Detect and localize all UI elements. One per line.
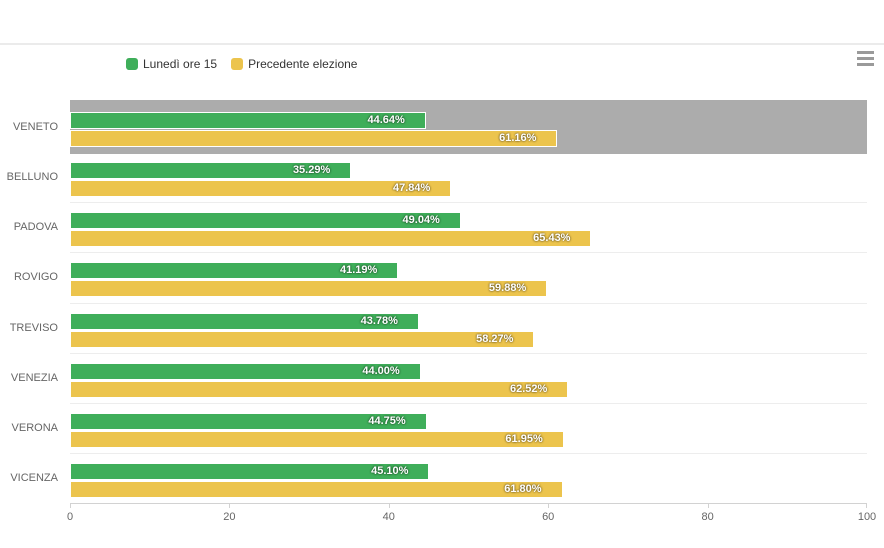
legend-item-lunedi[interactable]: Lunedì ore 15 (126, 57, 217, 71)
bar-lunedi-rovigo[interactable]: 41.19% (70, 262, 399, 280)
x-axis-tick-label: 80 (701, 511, 714, 523)
bar-precedente-treviso[interactable]: 58.27% (70, 330, 535, 348)
row-separator (70, 402, 867, 404)
x-axis-tick (388, 503, 390, 508)
bar-lunedi-vicenza[interactable]: 45.10% (70, 462, 430, 480)
bar-precedente-belluno[interactable]: 47.84% (70, 180, 452, 198)
bar-value-label: 61.80% (504, 482, 542, 495)
x-axis-tick-label: 100 (857, 511, 877, 523)
bar-precedente-rovigo[interactable]: 59.88% (70, 280, 548, 298)
bar-lunedi-veneto[interactable]: 44.64% (70, 112, 426, 129)
legend-swatch-green-icon (126, 58, 138, 70)
bar-value-label: 44.64% (367, 114, 405, 126)
x-axis-tick (70, 503, 71, 508)
category-axis-labels: VENETO BELLUNO PADOVA ROVIGO TREVISO VENEZIA V… (0, 102, 60, 503)
x-axis-tick (229, 503, 231, 508)
row-separator (70, 352, 867, 354)
bar-lunedi-belluno[interactable]: 35.29% (70, 162, 352, 180)
bar-value-label: 49.04% (402, 214, 440, 227)
row-separator (70, 252, 867, 254)
bar-precedente-padova[interactable]: 65.43% (70, 230, 592, 248)
hamburger-menu-icon[interactable] (856, 50, 876, 67)
row-separator (70, 302, 867, 304)
category-label: VENEZIA (10, 371, 58, 384)
category-label: VICENZA (10, 471, 58, 484)
legend-label-precedente: Precedente elezione (248, 57, 358, 71)
legend-label-lunedi: Lunedì ore 15 (143, 57, 218, 71)
bar-precedente-vicenza[interactable]: 61.80% (70, 480, 563, 498)
legend-item-precedente[interactable]: Precedente elezione (231, 57, 357, 71)
bar-value-label: 43.78% (360, 314, 398, 327)
bar-value-label: 44.75% (368, 414, 406, 427)
top-divider (0, 43, 884, 45)
x-axis-tick-label: 40 (382, 511, 395, 523)
bar-value-label: 61.95% (505, 432, 543, 445)
row-separator (70, 452, 867, 454)
bar-value-label: 35.29% (292, 164, 331, 177)
bar-precedente-veneto[interactable]: 61.16% (70, 130, 558, 147)
x-axis-tick (548, 503, 550, 508)
category-label: ROVIGO (13, 271, 58, 284)
category-label: VENETO (12, 121, 58, 134)
x-axis-tick-label: 20 (223, 511, 236, 523)
bar-value-label: 65.43% (533, 232, 571, 245)
plot-area: 44.64% 61.16% 35.29% 47.84% 49.04% 65.43% 41.1… (67, 100, 876, 523)
bar-value-label: 47.84% (392, 182, 431, 195)
legend-swatch-yellow-icon (231, 58, 244, 70)
bar-value-label: 41.19% (339, 264, 378, 277)
row-separator (70, 202, 867, 204)
bar-lunedi-verona[interactable]: 44.75% (70, 412, 427, 430)
bar-value-label: 58.27% (476, 332, 514, 345)
category-label: BELLUNO (6, 171, 58, 184)
bar-value-label: 44.00% (362, 364, 400, 377)
x-axis-tick-label: 60 (542, 511, 555, 523)
bar-value-label: 61.16% (499, 132, 537, 144)
chart-legend: Lunedì ore 15 Precedente elezione (126, 57, 357, 71)
x-axis-line (70, 503, 867, 504)
bar-lunedi-padova[interactable]: 49.04% (70, 212, 461, 230)
bar-precedente-venezia[interactable]: 62.52% (70, 380, 569, 398)
category-label: PADOVA (13, 221, 58, 234)
bar-lunedi-treviso[interactable]: 43.78% (70, 312, 419, 330)
x-axis-tick (866, 503, 867, 508)
bar-precedente-verona[interactable]: 61.95% (70, 430, 564, 448)
x-axis-tick-label: 0 (66, 511, 74, 523)
x-axis-tick (707, 503, 709, 508)
bar-value-label: 45.10% (371, 464, 409, 477)
bar-value-label: 59.88% (488, 282, 527, 295)
bar-lunedi-venezia[interactable]: 44.00% (70, 362, 421, 380)
category-label: VERONA (11, 421, 58, 434)
bar-value-label: 62.52% (509, 382, 548, 395)
category-label: TREVISO (9, 321, 58, 334)
